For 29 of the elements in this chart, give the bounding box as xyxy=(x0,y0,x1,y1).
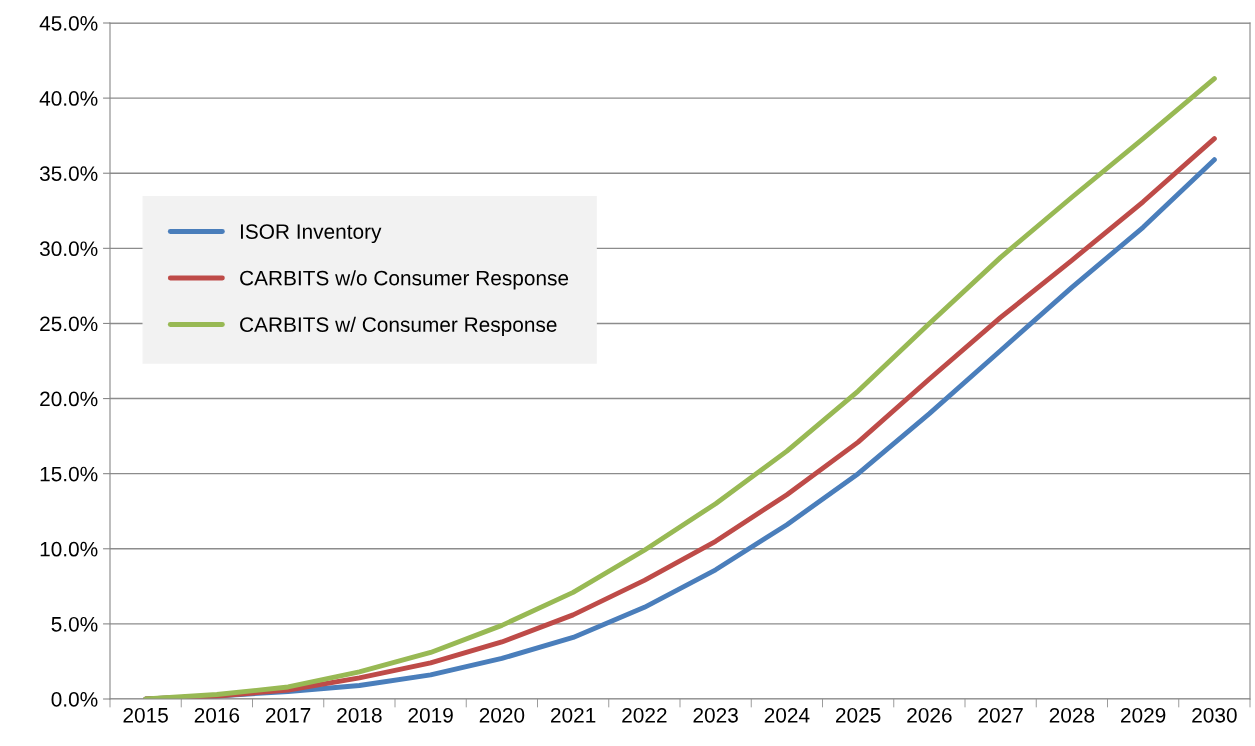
y-tick-label: 20.0% xyxy=(40,391,98,407)
y-tick-label: 25.0% xyxy=(40,316,98,332)
x-tick-label: 2019 xyxy=(408,707,453,723)
x-tick-label: 2026 xyxy=(907,707,952,723)
x-tick-label: 2016 xyxy=(194,707,240,723)
x-tick-label: 2022 xyxy=(622,707,667,723)
y-tick-label: 15.0% xyxy=(40,466,98,482)
y-tick-label: 45.0% xyxy=(39,16,98,31)
y-tick-label: 5.0% xyxy=(51,616,98,632)
x-tick-label: 2020 xyxy=(479,707,525,723)
legend-label: CARBITS w/o Consumer Response xyxy=(240,270,569,290)
legend-label: ISOR Inventory xyxy=(240,224,382,244)
x-tick-label: 2027 xyxy=(978,707,1023,723)
y-tick-label: 10.0% xyxy=(40,541,98,557)
y-tick-label: 30.0% xyxy=(39,241,98,257)
y-tick-label: 0.0% xyxy=(51,692,98,707)
x-tick-label: 2028 xyxy=(1049,707,1095,723)
x-tick-label: 2024 xyxy=(764,707,810,723)
x-tick-label: 2025 xyxy=(836,707,881,723)
x-tick-label: 2018 xyxy=(337,707,382,723)
x-tick-label: 2023 xyxy=(693,707,738,723)
y-tick-label: 40.0% xyxy=(39,91,98,106)
x-tick-label: 2030 xyxy=(1192,707,1237,723)
x-tick-label: 2021 xyxy=(551,707,596,723)
x-tick-label: 2029 xyxy=(1121,707,1166,723)
y-tick-label: 35.0% xyxy=(39,166,98,181)
legend-label: CARBITS w/ Consumer Response xyxy=(240,316,557,337)
x-tick-label: 2017 xyxy=(266,707,311,723)
x-tick-label: 2015 xyxy=(123,707,168,723)
